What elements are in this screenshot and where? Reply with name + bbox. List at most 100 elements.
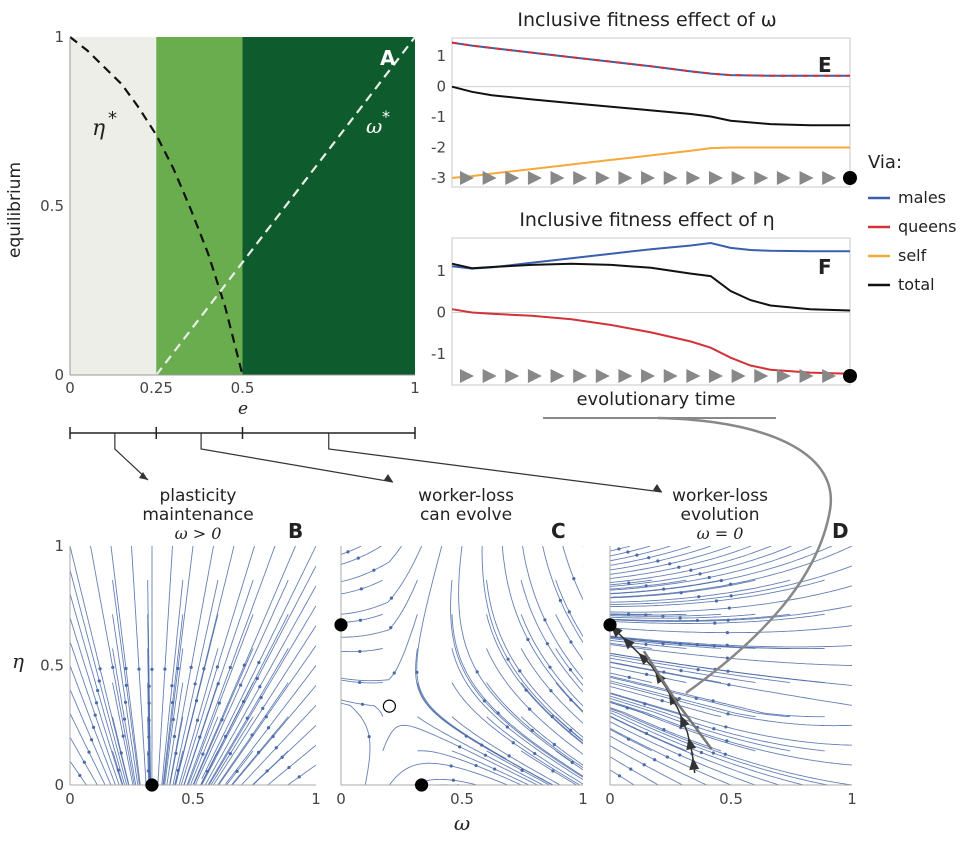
streamline-arrow bbox=[713, 621, 717, 625]
streamline bbox=[610, 635, 852, 648]
eta-axis-label: η bbox=[12, 649, 24, 673]
unstable-equilibrium bbox=[382, 699, 396, 713]
streamline-arrow bbox=[533, 751, 537, 756]
legend: males queens self total bbox=[868, 188, 956, 294]
streamline bbox=[582, 585, 583, 587]
streamline-arrow bbox=[358, 680, 362, 685]
series-total bbox=[451, 85, 850, 127]
regime-b-line2: maintenance bbox=[142, 505, 253, 525]
streamline-arrow bbox=[582, 647, 583, 649]
streamline-arrow bbox=[256, 750, 261, 755]
streamline-arrow bbox=[698, 572, 702, 576]
time-arrow bbox=[663, 369, 678, 383]
trajectory-arrow bbox=[638, 652, 651, 665]
streamline-arrow bbox=[111, 665, 115, 670]
streamline bbox=[610, 579, 722, 594]
y-tick-label: -2 bbox=[431, 138, 446, 156]
streamline-arrow bbox=[493, 786, 496, 789]
streamline bbox=[341, 614, 418, 682]
streamline-arrow bbox=[358, 618, 363, 622]
streamline-arrow bbox=[216, 682, 220, 686]
streamline-arrow bbox=[697, 595, 701, 599]
time-arrow bbox=[663, 171, 678, 185]
regime-b-line3: ω > 0 bbox=[175, 524, 222, 543]
streamline bbox=[70, 784, 71, 785]
streamline-arrow bbox=[626, 550, 630, 554]
regime-c-line1: worker-loss bbox=[418, 486, 514, 506]
streamline-arrow bbox=[91, 725, 96, 729]
streamline-arrow bbox=[552, 742, 556, 747]
regime-pointer-head-0 bbox=[139, 472, 148, 480]
streamline bbox=[610, 613, 825, 624]
streamline-arrow bbox=[189, 665, 193, 669]
streamline-arrow bbox=[520, 768, 524, 772]
time-arrow bbox=[708, 369, 723, 383]
streamline-arrow bbox=[661, 642, 665, 646]
time-arrow bbox=[822, 369, 837, 383]
time-arrow bbox=[573, 171, 588, 185]
streamline bbox=[341, 712, 342, 714]
streamline-arrow bbox=[528, 707, 532, 711]
x-tick-label: 0.25 bbox=[140, 379, 173, 397]
streamline-arrow bbox=[194, 699, 199, 703]
series-self bbox=[451, 146, 850, 179]
streamline-arrow bbox=[724, 725, 728, 729]
streamline bbox=[341, 736, 342, 738]
streamline bbox=[341, 546, 382, 565]
legend-title: Via: bbox=[868, 152, 902, 173]
time-arrow bbox=[550, 369, 565, 383]
streamline-arrow bbox=[359, 587, 363, 591]
time-arrow bbox=[776, 171, 791, 185]
time-arrow bbox=[505, 171, 520, 185]
streamline-arrow bbox=[214, 786, 217, 789]
legend-label-self: self bbox=[898, 246, 927, 265]
y-tick-label: 1 bbox=[436, 262, 446, 280]
regime-pointer-head-2 bbox=[653, 484, 662, 492]
streamline-arrow bbox=[729, 594, 733, 598]
omega-axis-label: ω bbox=[454, 811, 470, 835]
streamline-arrow bbox=[274, 746, 278, 750]
omega-star-label: ω bbox=[366, 114, 382, 138]
streamline-arrow bbox=[356, 556, 360, 560]
y-tick-label: -1 bbox=[431, 108, 446, 126]
streamline-arrow bbox=[699, 750, 703, 755]
legend-label-males: males bbox=[898, 188, 946, 207]
streamline bbox=[510, 784, 512, 785]
e-xlabel: e bbox=[238, 399, 248, 419]
streamline-arrow bbox=[656, 559, 660, 563]
streamline-arrow bbox=[679, 591, 683, 595]
time-arrow bbox=[505, 369, 520, 383]
streamline-arrow bbox=[245, 716, 249, 720]
streamline-arrow bbox=[584, 765, 587, 768]
streamline bbox=[341, 699, 384, 717]
streamline-arrow bbox=[265, 769, 269, 773]
streamline-arrow bbox=[124, 683, 128, 688]
streamline-arrow bbox=[121, 734, 125, 738]
panel-f-title: Inclusive fitness effect of η bbox=[519, 209, 774, 231]
streamline-arrow bbox=[70, 786, 73, 789]
x-tick-label: 0.5 bbox=[719, 790, 743, 808]
streamlines bbox=[337, 546, 587, 789]
time-arrow bbox=[799, 369, 814, 383]
streamline-arrow bbox=[726, 712, 730, 716]
time-arrow bbox=[776, 369, 791, 383]
streamline-arrow bbox=[255, 676, 259, 681]
streamline-arrow bbox=[338, 769, 341, 772]
region-1 bbox=[156, 37, 243, 375]
x-tick-label: 0 bbox=[65, 379, 75, 397]
streamline-arrow bbox=[567, 610, 571, 614]
panel-b-letter: B bbox=[288, 519, 303, 543]
region-0 bbox=[70, 37, 157, 375]
panel-c: 0 0.5 1 bbox=[334, 546, 588, 808]
streamline-arrow bbox=[170, 684, 174, 688]
time-arrow bbox=[527, 369, 542, 383]
streamline-arrow bbox=[337, 731, 340, 734]
x-tick-label: 1 bbox=[410, 379, 420, 397]
trajectory-arrow bbox=[689, 757, 700, 771]
streamline-arrow bbox=[712, 727, 716, 731]
time-arrow bbox=[686, 369, 701, 383]
plot-frame bbox=[451, 237, 851, 386]
streamline-arrow bbox=[665, 755, 669, 759]
stable-equilibrium bbox=[603, 618, 617, 632]
streamline bbox=[582, 645, 583, 647]
